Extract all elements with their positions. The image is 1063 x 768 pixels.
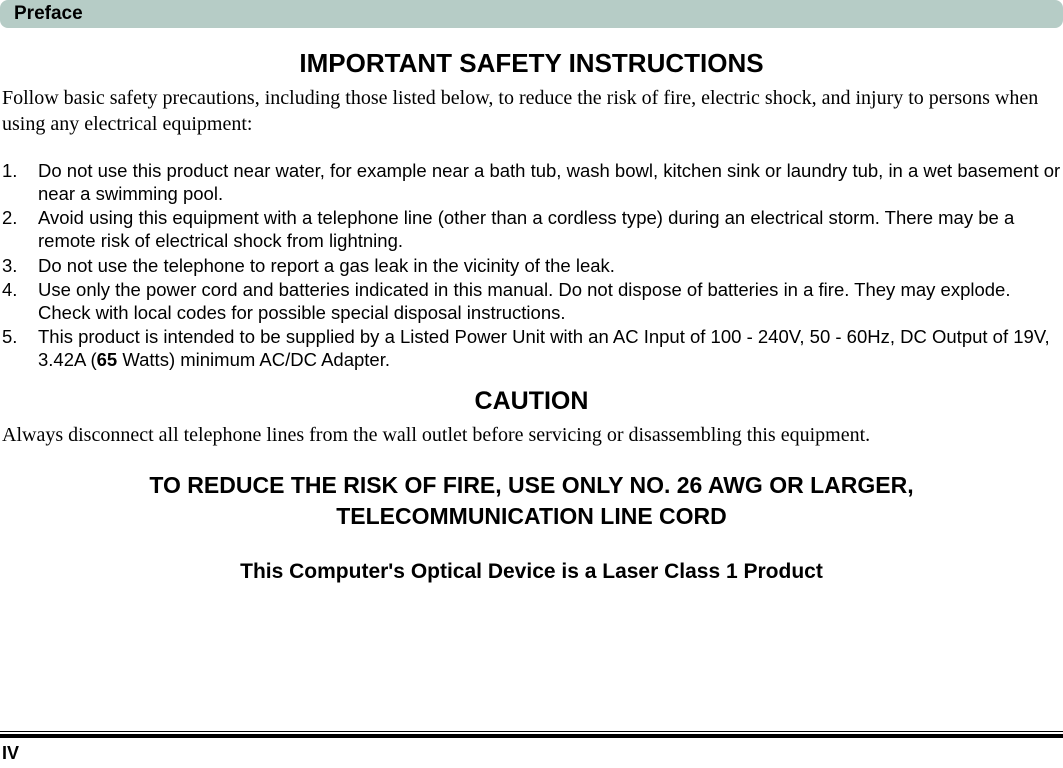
page-content: IMPORTANT SAFETY INSTRUCTIONS Follow bas… bbox=[0, 48, 1063, 587]
footer-rule-thin bbox=[0, 731, 1063, 732]
bold-wattage: 65 bbox=[97, 349, 118, 370]
fire-warning-line1: TO REDUCE THE RISK OF FIRE, USE ONLY NO.… bbox=[149, 472, 913, 498]
fire-warning: TO REDUCE THE RISK OF FIRE, USE ONLY NO.… bbox=[2, 470, 1061, 532]
safety-title: IMPORTANT SAFETY INSTRUCTIONS bbox=[2, 48, 1061, 79]
caution-title: CAUTION bbox=[2, 387, 1061, 416]
fire-warning-line2: TELECOMMUNICATION LINE CORD bbox=[336, 503, 727, 529]
footer-rule-thick bbox=[0, 734, 1063, 738]
caution-body: Always disconnect all telephone lines fr… bbox=[2, 422, 1061, 448]
section-header: Preface bbox=[0, 0, 1063, 28]
footer-rule bbox=[0, 731, 1063, 738]
list-item: Do not use the telephone to report a gas… bbox=[2, 254, 1061, 277]
laser-notice: This Computer's Optical Device is a Lase… bbox=[2, 558, 1061, 586]
list-item: This product is intended to be supplied … bbox=[2, 325, 1061, 371]
section-header-label: Preface bbox=[14, 3, 83, 25]
list-item: Do not use this product near water, for … bbox=[2, 159, 1061, 205]
list-item: Use only the power cord and batteries in… bbox=[2, 278, 1061, 324]
safety-list: Do not use this product near water, for … bbox=[2, 159, 1061, 371]
safety-intro: Follow basic safety precautions, includi… bbox=[2, 85, 1061, 137]
list-item: Avoid using this equipment with a teleph… bbox=[2, 206, 1061, 252]
page-number: IV bbox=[2, 743, 19, 764]
